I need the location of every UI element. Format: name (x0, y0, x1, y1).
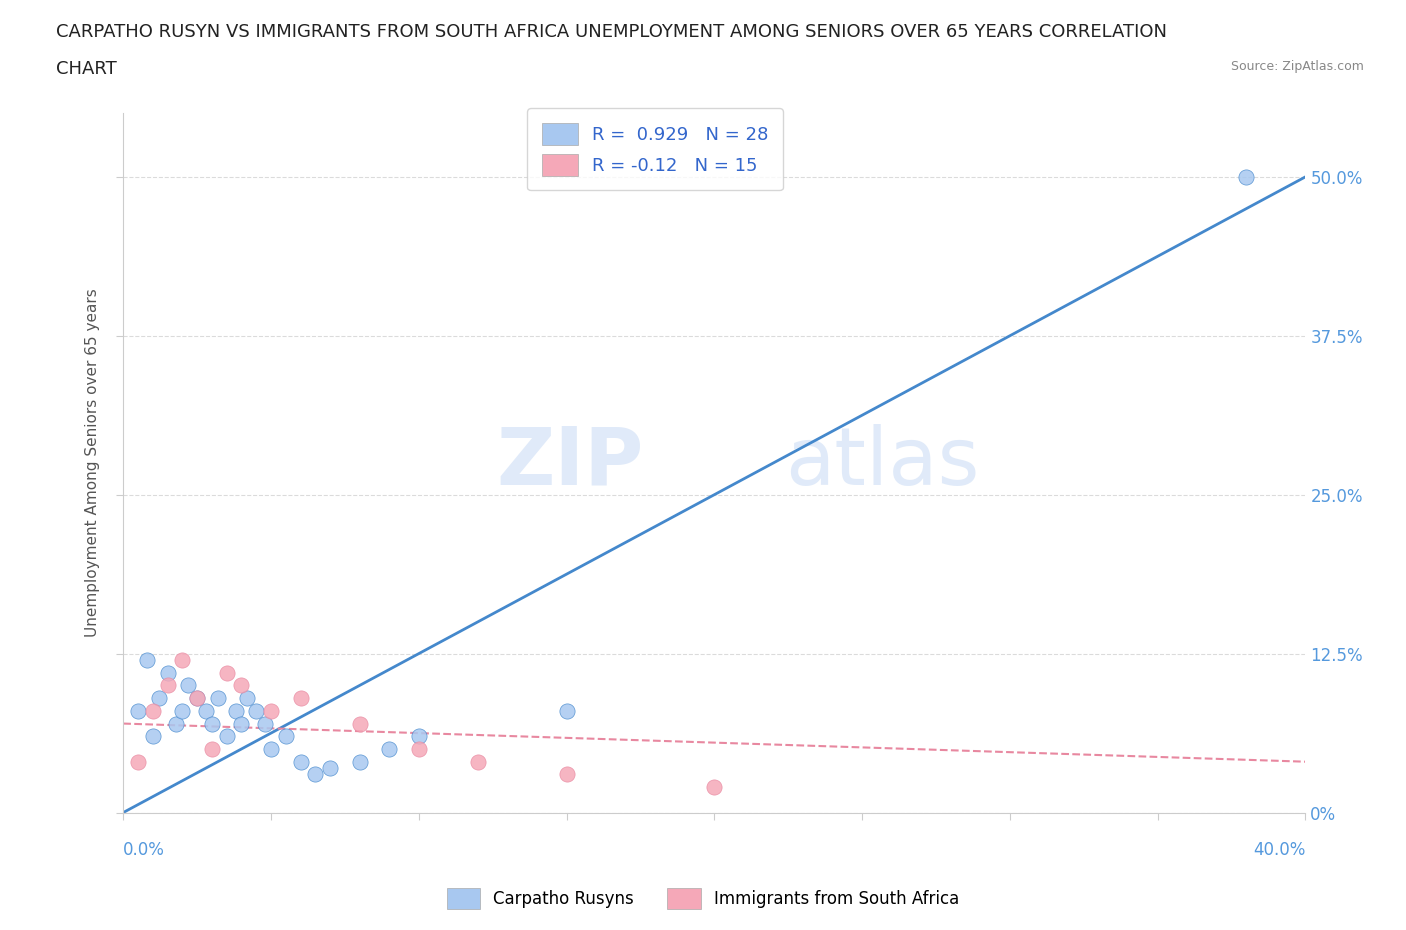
Point (555, 767, 578, 782)
Point (165, 716, 187, 731)
Point (156, 665, 179, 680)
Point (290, 691, 312, 706)
Point (201, 716, 224, 731)
Point (349, 754, 371, 769)
Point (260, 703, 283, 718)
Point (467, 754, 489, 769)
Point (156, 678, 179, 693)
Point (215, 665, 238, 680)
Text: CARPATHO RUSYN VS IMMIGRANTS FROM SOUTH AFRICA UNEMPLOYMENT AMONG SENIORS OVER 6: CARPATHO RUSYN VS IMMIGRANTS FROM SOUTH … (56, 23, 1167, 41)
Text: atlas: atlas (785, 424, 980, 502)
Point (254, 716, 277, 731)
Point (703, 779, 725, 794)
Point (378, 741, 401, 756)
Point (245, 703, 267, 718)
Point (142, 703, 165, 718)
Point (408, 741, 430, 756)
Point (201, 741, 224, 756)
Point (274, 729, 297, 744)
Point (319, 761, 342, 776)
Point (408, 729, 430, 744)
Point (127, 754, 149, 769)
Point (177, 678, 200, 693)
Point (127, 703, 149, 718)
Point (236, 691, 259, 706)
Point (260, 741, 283, 756)
Legend: R =  0.929   N = 28, R = -0.12   N = 15: R = 0.929 N = 28, R = -0.12 N = 15 (527, 108, 783, 191)
Text: ZIP: ZIP (496, 424, 644, 502)
Point (349, 716, 371, 731)
Point (290, 754, 312, 769)
Point (207, 691, 229, 706)
Point (172, 653, 194, 668)
Point (555, 703, 578, 718)
Point (231, 678, 253, 693)
Text: 0.0%: 0.0% (124, 841, 165, 858)
Point (186, 691, 208, 706)
Point (142, 729, 165, 744)
Point (231, 716, 253, 731)
Legend: Carpatho Rusyns, Immigrants from South Africa: Carpatho Rusyns, Immigrants from South A… (439, 880, 967, 917)
Text: 40.0%: 40.0% (1253, 841, 1305, 858)
Text: Source: ZipAtlas.com: Source: ZipAtlas.com (1230, 60, 1364, 73)
Point (172, 703, 194, 718)
Point (194, 703, 217, 718)
Point (148, 691, 170, 706)
Point (225, 703, 247, 718)
Point (1234, 169, 1257, 184)
Point (215, 729, 238, 744)
Text: CHART: CHART (56, 60, 117, 78)
Y-axis label: Unemployment Among Seniors over 65 years: Unemployment Among Seniors over 65 years (86, 288, 100, 637)
Point (186, 691, 208, 706)
Point (304, 767, 326, 782)
Point (135, 653, 157, 668)
